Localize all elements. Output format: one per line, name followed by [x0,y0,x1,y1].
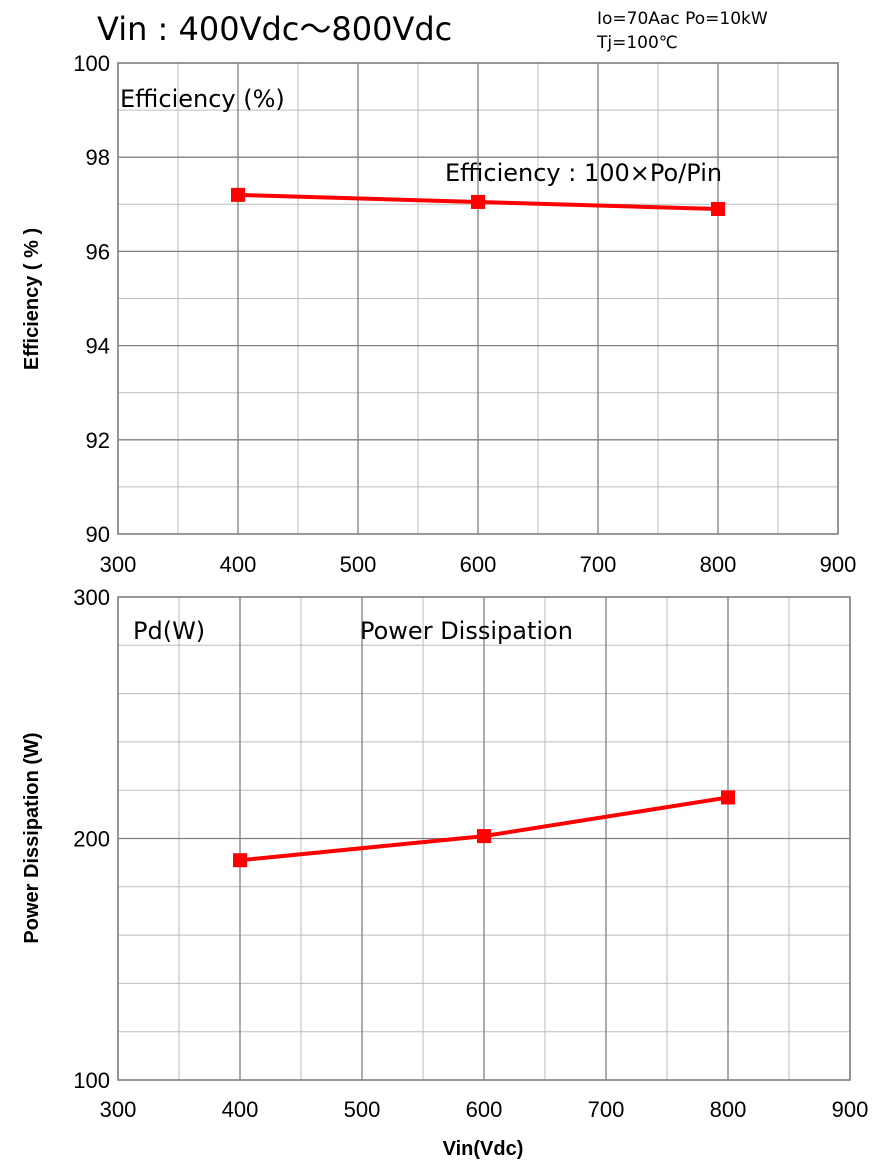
y-tick-label: 98 [86,145,110,170]
x-tick-label: 800 [700,552,737,577]
x-tick-label: 300 [100,552,137,577]
y-tick-label: 200 [73,827,110,852]
y-tick-label: 96 [86,239,110,264]
data-point-marker [721,790,735,805]
y-tick-label: 90 [86,522,110,547]
plot-frame [117,62,839,535]
x-tick-label: 900 [832,1097,869,1122]
plot-frame [117,596,851,1081]
y-tick-label: 100 [73,1068,110,1093]
y-tick-label: 100 [73,51,110,76]
data-point-marker [711,202,725,217]
x-tick-label: 400 [220,552,257,577]
x-tick-label: 700 [588,1097,625,1122]
chart-annotation: Power Dissipation [360,617,573,645]
header-title: Vin : 400Vdc〜800Vdc [97,10,452,48]
power-dissipation-chart: 300 400 500 600 700 800 900 100 200 300 Pd(W) Power… [21,585,868,1160]
chart-annotation: Efficiency : 100×Po/Pin [445,159,722,187]
x-tick-label: 700 [580,552,617,577]
x-tick-label: 500 [340,552,377,577]
condition-line-1: Io=70Aac Po=10kW [597,9,768,29]
y-tick-label: 94 [86,334,110,359]
data-point-marker [477,829,491,844]
y-tick-label: 300 [73,585,110,610]
x-tick-label: 600 [466,1097,503,1122]
y-axis-title: Power Dissipation (W) [21,732,43,943]
x-axis-title: Vin(Vdc) [443,1138,524,1160]
y-tick-label: 92 [86,428,110,453]
data-point-marker [471,194,485,209]
x-tick-label: 900 [820,552,857,577]
data-point-marker [231,187,245,202]
x-tick-label: 400 [222,1097,259,1122]
x-tick-label: 300 [100,1097,137,1122]
corner-label: Efficiency (%) [120,85,285,113]
corner-label: Pd(W) [133,617,205,645]
efficiency-chart: 300 400 500 600 700 800 900 90 92 94 96 98 100 Effici… [21,51,856,577]
x-tick-label: 600 [460,552,497,577]
y-axis-title: Efficiency ( % ) [21,228,43,370]
condition-line-2: Tj=100℃ [596,33,678,53]
x-tick-label: 500 [344,1097,381,1122]
x-tick-label: 800 [710,1097,747,1122]
data-point-marker [233,853,247,868]
